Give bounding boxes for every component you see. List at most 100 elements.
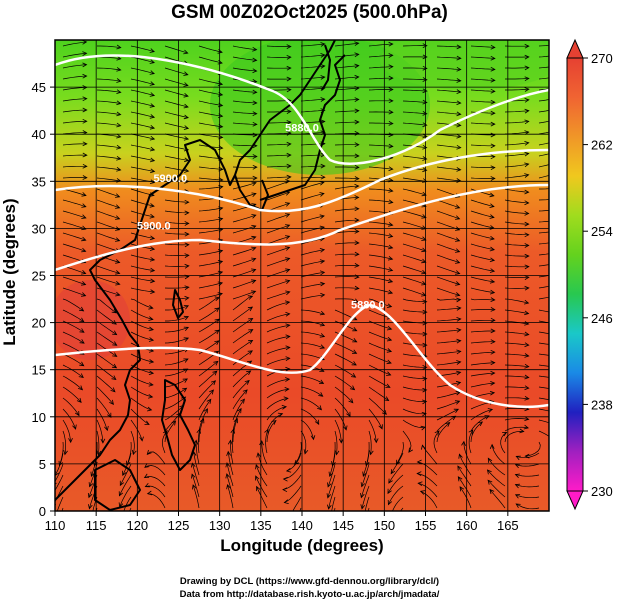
streamline-arrowhead (558, 107, 562, 111)
streamline-arrowhead (285, 334, 291, 340)
streamline (436, 265, 460, 274)
streamline-arrowhead (558, 53, 562, 57)
streamline-arrowhead (354, 119, 360, 125)
streamline-arrowhead (184, 295, 190, 301)
streamline-arrowhead (82, 96, 88, 102)
streamline (300, 76, 325, 80)
credit-data: Data from http://database.rish.kyoto-u.a… (179, 589, 440, 600)
streamline-arrowhead (388, 41, 394, 47)
streamline-arrowhead (558, 229, 562, 233)
streamline (300, 176, 325, 179)
streamline-arrowhead (350, 385, 356, 391)
streamline (470, 372, 495, 377)
streamline (130, 155, 155, 162)
streamline-arrowhead (422, 88, 428, 94)
streamline (538, 199, 549, 201)
streamline (130, 309, 153, 320)
streamline-arrowhead (486, 469, 492, 475)
streamline (130, 133, 155, 140)
streamline-arrowhead (196, 428, 201, 434)
streamline-arrowhead (558, 239, 562, 243)
streamline (96, 232, 120, 242)
streamline (334, 54, 359, 58)
streamline (96, 188, 120, 198)
streamline (470, 188, 494, 197)
streamline (470, 287, 495, 293)
streamline (266, 154, 291, 157)
streamline-arrowhead (524, 253, 530, 259)
streamline-arrowhead (489, 214, 495, 219)
x-tick-label: 165 (497, 518, 519, 533)
streamline-arrowhead (115, 193, 121, 198)
streamline (164, 78, 188, 86)
streamline-arrowhead (320, 119, 326, 124)
streamline (292, 496, 302, 511)
streamline-arrowhead (422, 133, 428, 139)
streamline (504, 408, 529, 410)
streamline-arrowhead (487, 457, 493, 463)
streamline (470, 210, 494, 218)
streamline (198, 389, 214, 410)
philippines-coastline (161, 379, 196, 471)
streamline (470, 276, 495, 283)
streamline (266, 398, 288, 410)
streamline (334, 375, 355, 390)
streamline-arrowhead (457, 476, 463, 482)
streamline-arrowhead (110, 387, 116, 393)
streamline (232, 182, 257, 190)
streamline (470, 409, 493, 421)
streamline-arrowhead (119, 480, 125, 487)
streamline-arrowhead (149, 92, 156, 97)
streamline (300, 294, 325, 300)
streamline-arrowhead (559, 366, 563, 370)
streamline (368, 232, 393, 237)
streamline-arrowhead (149, 168, 156, 174)
streamline-arrowhead (388, 188, 394, 193)
streamline (387, 474, 404, 494)
streamline-arrowhead (58, 460, 63, 467)
streamline (62, 120, 87, 124)
streamline (470, 199, 494, 207)
streamline (198, 228, 223, 234)
streamline-arrowhead (422, 342, 428, 348)
streamline-arrowhead (524, 211, 530, 216)
streamline-arrowhead (524, 275, 530, 280)
streamline-arrowhead (354, 74, 360, 80)
streamline-arrowhead (556, 442, 560, 447)
streamline (436, 415, 456, 432)
streamline (538, 77, 549, 80)
streamline (334, 298, 359, 303)
streamline (283, 463, 302, 480)
x-tick-label: 125 (168, 518, 190, 533)
streamline-arrowhead (489, 268, 496, 273)
streamline-arrowhead (455, 259, 461, 264)
streamline (164, 286, 189, 289)
streamline-arrowhead (116, 100, 122, 106)
streamline (62, 132, 87, 135)
streamline (198, 122, 223, 128)
streamline (96, 89, 121, 93)
green-ridge-region (380, 40, 549, 90)
streamline (459, 486, 472, 509)
streamline (334, 42, 359, 47)
streamline-arrowhead (489, 192, 495, 198)
streamline-arrowhead (422, 365, 428, 370)
streamline (232, 306, 253, 322)
streamline (96, 364, 117, 380)
streamline-arrowhead (81, 236, 87, 242)
streamline-arrowhead (490, 297, 496, 302)
streamline (402, 276, 426, 285)
streamline-arrowhead (116, 89, 122, 94)
streamline (267, 111, 291, 113)
streamline-arrowhead (286, 141, 292, 147)
streamline-arrowhead (354, 108, 360, 114)
streamline-arrowhead (148, 326, 154, 332)
streamline (266, 213, 290, 223)
streamline-arrowhead (351, 361, 357, 366)
streamline-arrowhead (390, 469, 396, 475)
streamline (198, 329, 220, 344)
streamline-arrowhead (116, 111, 122, 117)
streamline-arrowhead (558, 261, 562, 265)
streamline-arrowhead (524, 87, 530, 92)
streamline-arrowhead (122, 470, 127, 476)
